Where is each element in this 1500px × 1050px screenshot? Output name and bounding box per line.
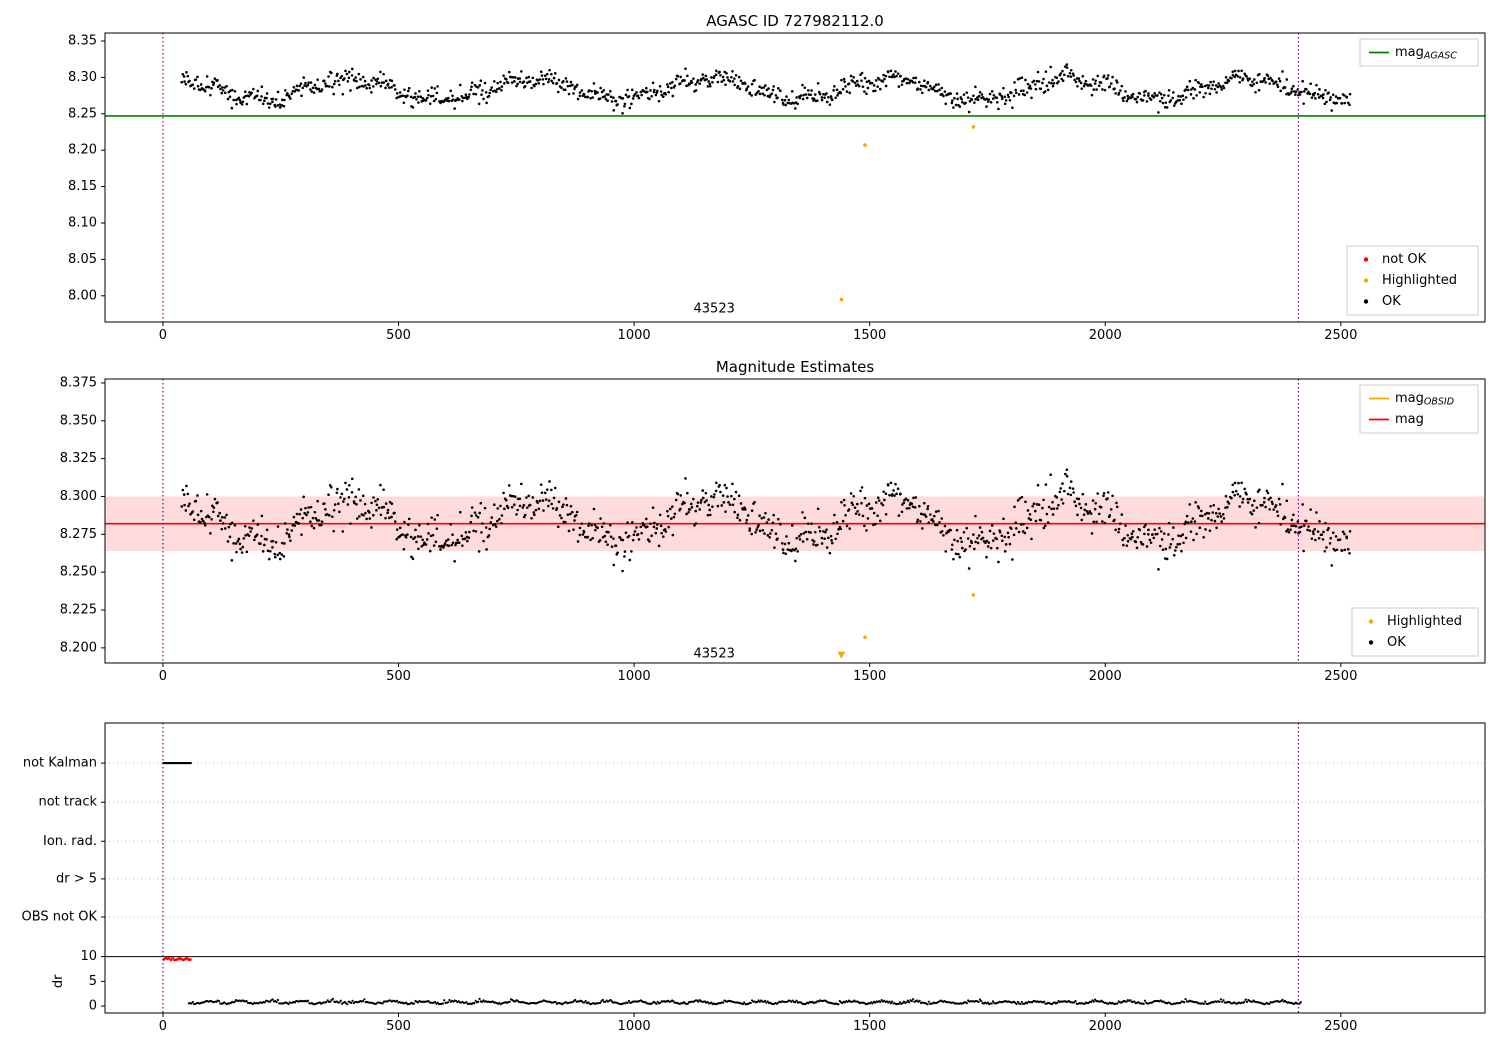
svg-text:8.375: 8.375	[60, 375, 97, 390]
svg-text:8.275: 8.275	[60, 527, 97, 542]
svg-text:OK: OK	[1387, 635, 1406, 650]
plot-flags-dr: not Kalman not track Ion. rad. dr > 5 OBS no…	[22, 722, 1486, 1034]
plot-agasc-mag: 43523 0 500 1000 1500 2000 2500 8.35 8.30 8.25 8.2…	[68, 32, 1486, 343]
svg-text:8.30: 8.30	[68, 70, 97, 85]
svg-text:0: 0	[159, 669, 167, 684]
dr-axis-label: dr	[51, 974, 66, 988]
svg-text:0: 0	[89, 999, 97, 1014]
svg-text:8.20: 8.20	[68, 143, 97, 158]
obsid-annotation: 43523	[694, 646, 735, 661]
svg-text:dr > 5: dr > 5	[56, 871, 97, 886]
plot1-title: AGASC ID 727982112.0	[706, 12, 884, 30]
svg-text:1500: 1500	[853, 669, 886, 684]
svg-text:2000: 2000	[1089, 669, 1122, 684]
svg-text:1500: 1500	[853, 1019, 886, 1034]
svg-text:2000: 2000	[1089, 1019, 1122, 1034]
svg-text:1000: 1000	[618, 669, 651, 684]
svg-text:8.350: 8.350	[60, 413, 97, 428]
svg-text:8.250: 8.250	[60, 565, 97, 580]
svg-text:2500: 2500	[1324, 328, 1357, 343]
svg-text:1000: 1000	[618, 328, 651, 343]
svg-text:8.05: 8.05	[68, 252, 97, 267]
svg-text:8.325: 8.325	[60, 451, 97, 466]
clipped-point-triangle-icon	[837, 651, 846, 659]
svg-text:5: 5	[89, 974, 97, 989]
svg-text:OK: OK	[1382, 294, 1401, 309]
svg-text:8.25: 8.25	[68, 106, 97, 121]
svg-text:8.200: 8.200	[60, 640, 97, 655]
svg-text:8.10: 8.10	[68, 215, 97, 230]
svg-text:500: 500	[386, 1019, 411, 1034]
svg-text:2000: 2000	[1089, 328, 1122, 343]
svg-text:not OK: not OK	[1382, 252, 1427, 267]
svg-text:Ion. rad.: Ion. rad.	[43, 834, 97, 849]
svg-text:0: 0	[159, 1019, 167, 1034]
svg-text:8.00: 8.00	[68, 288, 97, 303]
svg-text:1500: 1500	[853, 328, 886, 343]
svg-text:2500: 2500	[1324, 669, 1357, 684]
svg-text:Highlighted: Highlighted	[1382, 273, 1457, 288]
svg-text:8.300: 8.300	[60, 489, 97, 504]
plot-magnitude-estimates: 43523 0 500 1000 1500 2000 2500 8.375 8.350 8.325…	[60, 375, 1486, 684]
svg-text:0: 0	[159, 328, 167, 343]
svg-text:OBS not OK: OBS not OK	[22, 909, 98, 924]
plot2-title: Magnitude Estimates	[715, 358, 875, 376]
svg-text:10: 10	[80, 949, 97, 964]
svg-text:2500: 2500	[1324, 1019, 1357, 1034]
svg-text:mag: mag	[1395, 412, 1424, 427]
obsid-annotation: 43523	[694, 301, 735, 316]
svg-text:not Kalman: not Kalman	[23, 756, 97, 771]
svg-text:not track: not track	[38, 795, 97, 810]
svg-text:8.35: 8.35	[68, 34, 97, 49]
svg-text:8.15: 8.15	[68, 179, 97, 194]
svg-text:500: 500	[386, 669, 411, 684]
svg-text:500: 500	[386, 328, 411, 343]
svg-text:8.225: 8.225	[60, 603, 97, 618]
svg-text:1000: 1000	[618, 1019, 651, 1034]
svg-text:Highlighted: Highlighted	[1387, 614, 1462, 629]
